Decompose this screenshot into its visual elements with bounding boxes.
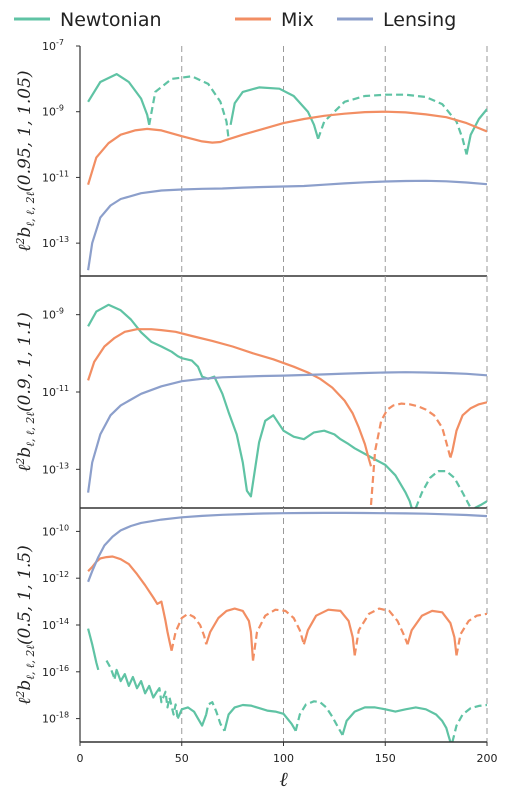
series-newtonian-segment-solid [113, 668, 159, 699]
series-mix-segment-solid [406, 609, 458, 656]
y-tick-exponent: -11 [56, 384, 69, 393]
y-tick-label: 10-13 [42, 235, 69, 250]
series-mix-segment-dashed [251, 608, 305, 661]
series-mix-segment-solid [87, 110, 487, 186]
series-newtonian-segment-solid [87, 72, 151, 126]
series-newtonian-segment-dashed [105, 660, 116, 680]
x-tick-label: 200 [477, 752, 498, 765]
y-tick-label: 10-13 [42, 461, 69, 476]
legend-entry-lensing: Lensing [337, 9, 456, 31]
legend-label-mix: Mix [281, 9, 314, 31]
y-tick-exponent: -14 [56, 617, 69, 626]
x-axis-label: ℓ [279, 767, 288, 791]
y-tick-label: 10-18 [42, 711, 69, 726]
series-newtonian [87, 628, 487, 742]
series-newtonian-segment-dashed [156, 687, 179, 719]
series-mix-segment-solid [302, 608, 356, 656]
series-newtonian-segment-solid [223, 703, 297, 732]
y-axis-label: ℓ2bℓ, ℓ, 2ℓ(0.95, 1, 1.05) [14, 70, 37, 251]
series-newtonian [87, 303, 487, 508]
y-tick-exponent: -13 [56, 461, 69, 470]
x-tick-label: 50 [175, 752, 189, 765]
panel-series-group [87, 72, 487, 271]
panel-series-group [87, 511, 487, 742]
series-newtonian-segment-solid [229, 86, 320, 140]
y-tick-label: 10-9 [42, 307, 64, 322]
x-axis: 0 50 100 150 200 ℓ [77, 742, 498, 791]
legend-label-newtonian: Newtonian [60, 9, 162, 31]
y-axis-label: ℓ2bℓ, ℓ, 2ℓ(0.9, 1, 1.1) [14, 312, 37, 472]
series-lensing [87, 511, 487, 583]
series-newtonian-segment-dashed [205, 701, 226, 732]
panel-1: 10-13 10-11 10-9 10-7 ℓ2bℓ, ℓ, 2ℓ(0.95, 1, 1… [14, 38, 488, 277]
legend-label-lensing: Lensing [383, 9, 456, 31]
series-lensing-segment-solid [87, 511, 487, 583]
y-tick-label: 10-11 [42, 384, 69, 399]
panel-series-group [87, 303, 487, 508]
series-newtonian-segment-dashed [451, 703, 487, 742]
y-tick-exponent: -9 [56, 104, 64, 113]
y-tick-label: 10-14 [42, 617, 69, 632]
series-mix-segment-dashed [369, 402, 452, 505]
series-lensing-segment-solid [87, 371, 487, 493]
series-mix-segment-solid [87, 555, 173, 651]
series-mix [87, 110, 487, 186]
legend-entry-mix: Mix [235, 9, 314, 31]
y-tick-exponent: -18 [56, 711, 69, 720]
y-tick-exponent: -16 [56, 664, 69, 673]
y-tick-exponent: -10 [56, 523, 69, 532]
chart-legend: Newtonian Mix Lensing [14, 9, 456, 31]
series-newtonian-segment-solid [465, 108, 487, 155]
series-newtonian-segment-solid [87, 628, 100, 671]
series-mix [87, 328, 487, 505]
series-mix-segment-dashed [353, 607, 409, 656]
x-tick-label: 150 [375, 752, 396, 765]
y-tick-label: 10-9 [42, 104, 64, 119]
series-mix-segment-solid [87, 328, 373, 467]
series-mix-segment-dashed [170, 612, 208, 651]
series-newtonian-segment-solid [341, 706, 452, 742]
y-tick-label: 10-7 [42, 38, 64, 53]
y-tick-exponent: -11 [56, 169, 69, 178]
y-tick-exponent: -9 [56, 307, 64, 316]
panel-3: 10-18 10-16 10-14 10-12 10-10 ℓ2bℓ, ℓ, 2ℓ(0.5… [14, 508, 488, 743]
series-lensing [87, 179, 487, 271]
series-mix-segment-solid [205, 607, 255, 661]
x-tick-label: 100 [273, 752, 294, 765]
y-tick-exponent: -12 [56, 570, 69, 579]
y-tick-label: 10-16 [42, 664, 69, 679]
series-mix [87, 555, 487, 661]
x-tick-label: 0 [77, 752, 84, 765]
y-axis-label: ℓ2bℓ, ℓ, 2ℓ(0.5, 1, 1.5) [14, 545, 37, 705]
series-newtonian-segment-dashed [317, 93, 468, 155]
series-lensing-segment-solid [87, 179, 487, 271]
series-newtonian-segment-dashed [294, 700, 344, 736]
y-tick-exponent: -7 [56, 38, 64, 47]
y-tick-label: 10-11 [42, 169, 69, 184]
series-mix-segment-dashed [455, 612, 487, 656]
legend-entry-newtonian: Newtonian [14, 9, 162, 31]
series-newtonian-segment-dashed [414, 470, 472, 508]
series-lensing [87, 371, 487, 493]
chart-panels: 10-13 10-11 10-9 10-7 ℓ2bℓ, ℓ, 2ℓ(0.95, 1, 1… [14, 38, 488, 743]
series-newtonian-segment-solid [176, 706, 208, 727]
y-tick-label: 10-10 [42, 523, 69, 538]
series-newtonian-segment-solid [87, 303, 413, 508]
y-tick-label: 10-12 [42, 570, 69, 585]
y-tick-exponent: -13 [56, 235, 69, 244]
series-newtonian-segment-dashed [148, 75, 230, 139]
panel-2: 10-13 10-11 10-9 ℓ2bℓ, ℓ, 2ℓ(0.9, 1, 1.1) [14, 276, 488, 509]
series-mix-segment-solid [449, 401, 487, 459]
series-newtonian-segment-solid [474, 500, 487, 508]
